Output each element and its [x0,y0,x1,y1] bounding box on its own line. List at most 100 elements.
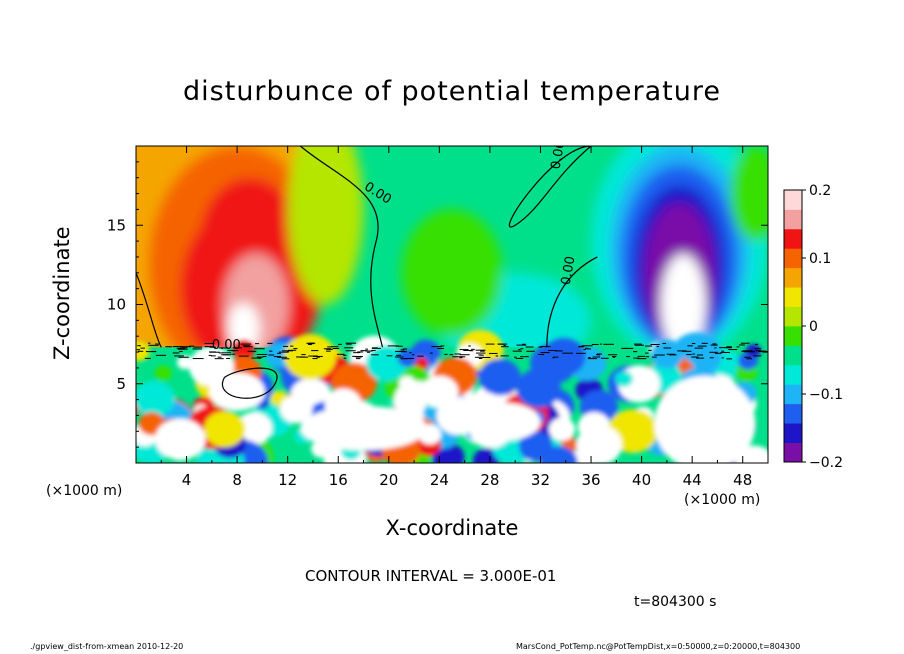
interface-stroke [612,356,616,358]
interface-stroke [562,352,573,354]
interface-stroke [754,343,758,345]
interface-stroke [316,356,320,358]
interface-stroke [736,346,740,348]
interface-stroke [387,345,399,347]
interface-stroke [526,350,535,352]
shading-spot [366,345,408,382]
interface-stroke [652,356,657,358]
interface-stroke [214,358,224,360]
interface-stroke [286,350,289,352]
interface-stroke [429,352,433,354]
contour-zero-mid [546,256,598,348]
lower-layer-shading [136,329,768,463]
interface-stroke [412,354,415,356]
interface-stroke [512,350,522,352]
interface-stroke [395,345,403,347]
interface-stroke [600,357,609,359]
x-tick-label: 4 [182,471,192,489]
interface-stroke [221,352,232,354]
interface-stroke [148,342,151,344]
contour-zero-left [299,146,384,348]
shading-spot [397,349,418,367]
contour-lines [136,146,598,399]
interface-stroke [691,343,696,345]
interface-stroke [182,346,191,348]
interface-stroke [371,354,379,356]
x-tick-label: 32 [531,471,550,489]
interface-stroke [597,354,601,356]
interface-stroke [351,347,354,349]
interface-stroke [192,348,203,350]
interface-stroke [714,347,717,349]
interface-stroke [210,355,216,357]
upper-layer-shading [136,146,768,384]
interface-stroke [621,347,628,349]
interface-stroke [204,346,214,348]
interface-stroke [218,352,224,354]
interface-stroke [174,355,184,357]
interface-stroke [480,350,485,352]
interface-stroke [209,346,216,348]
interface-stroke [137,350,144,352]
interface-stroke [326,348,333,350]
x-tick-label: 44 [683,471,702,489]
interface-stroke [518,349,521,351]
interface-stroke [459,357,463,359]
contour-interval-note: CONTOUR INTERVAL = 3.000E-01 [305,567,557,585]
interface-stroke [208,354,212,356]
interface-stroke [645,356,650,358]
interface-stroke [343,354,347,356]
interface-stroke [709,357,714,359]
interface-stroke [204,343,215,345]
interface-stroke [575,352,586,354]
contour-label: 0.00 [559,255,579,286]
interface-stroke [137,345,141,347]
interface-stroke [633,351,638,353]
interface-stroke [637,358,647,360]
interface-stroke [278,351,289,353]
colorbar-swatch [784,345,802,366]
interface-stroke [355,356,362,358]
interface-stroke [459,349,469,351]
interface-stroke [366,351,371,353]
interface-stroke [444,353,448,355]
interface-stroke [431,346,443,348]
interface-stroke [258,357,261,359]
interface-stroke [313,355,323,357]
interface-stroke [654,354,665,356]
interface-stroke [612,356,617,358]
interface-stroke [281,358,290,360]
interface-stroke [277,352,281,354]
interface-stroke [500,346,509,348]
interface-stroke [579,345,584,347]
footer-data-source: MarsCond_PotTemp.nc@PotTempDist,x=0:5000… [516,642,801,651]
interface-stroke [240,343,252,345]
interface-stroke [226,357,231,359]
interface-stroke [728,349,738,351]
interface-stroke [254,348,265,350]
interface-stroke [401,351,407,353]
interface-stroke [540,346,551,348]
interface-stroke [738,344,745,346]
shading-white-region [464,402,541,441]
interface-stroke [697,345,707,347]
interface-stroke [522,343,526,345]
shading-blob [401,209,503,337]
interface-stroke [669,354,677,356]
interface-stroke [402,348,408,350]
interface-stroke [354,355,363,357]
interface-stroke [478,358,483,360]
interface-stroke [256,356,264,358]
interface-stroke [475,352,486,354]
interface-stroke [696,354,704,356]
shading-spot [742,446,759,461]
interface-stroke [365,350,373,352]
interface-stroke [740,342,750,344]
interface-stroke [136,349,140,351]
contour-label: 0.00 [549,139,569,170]
colorbar-tick-label: −0.1 [809,387,843,403]
colorbar-swatch [784,326,802,346]
contour-label: 0.00 [212,338,241,353]
x-tick-label: 48 [733,471,752,489]
